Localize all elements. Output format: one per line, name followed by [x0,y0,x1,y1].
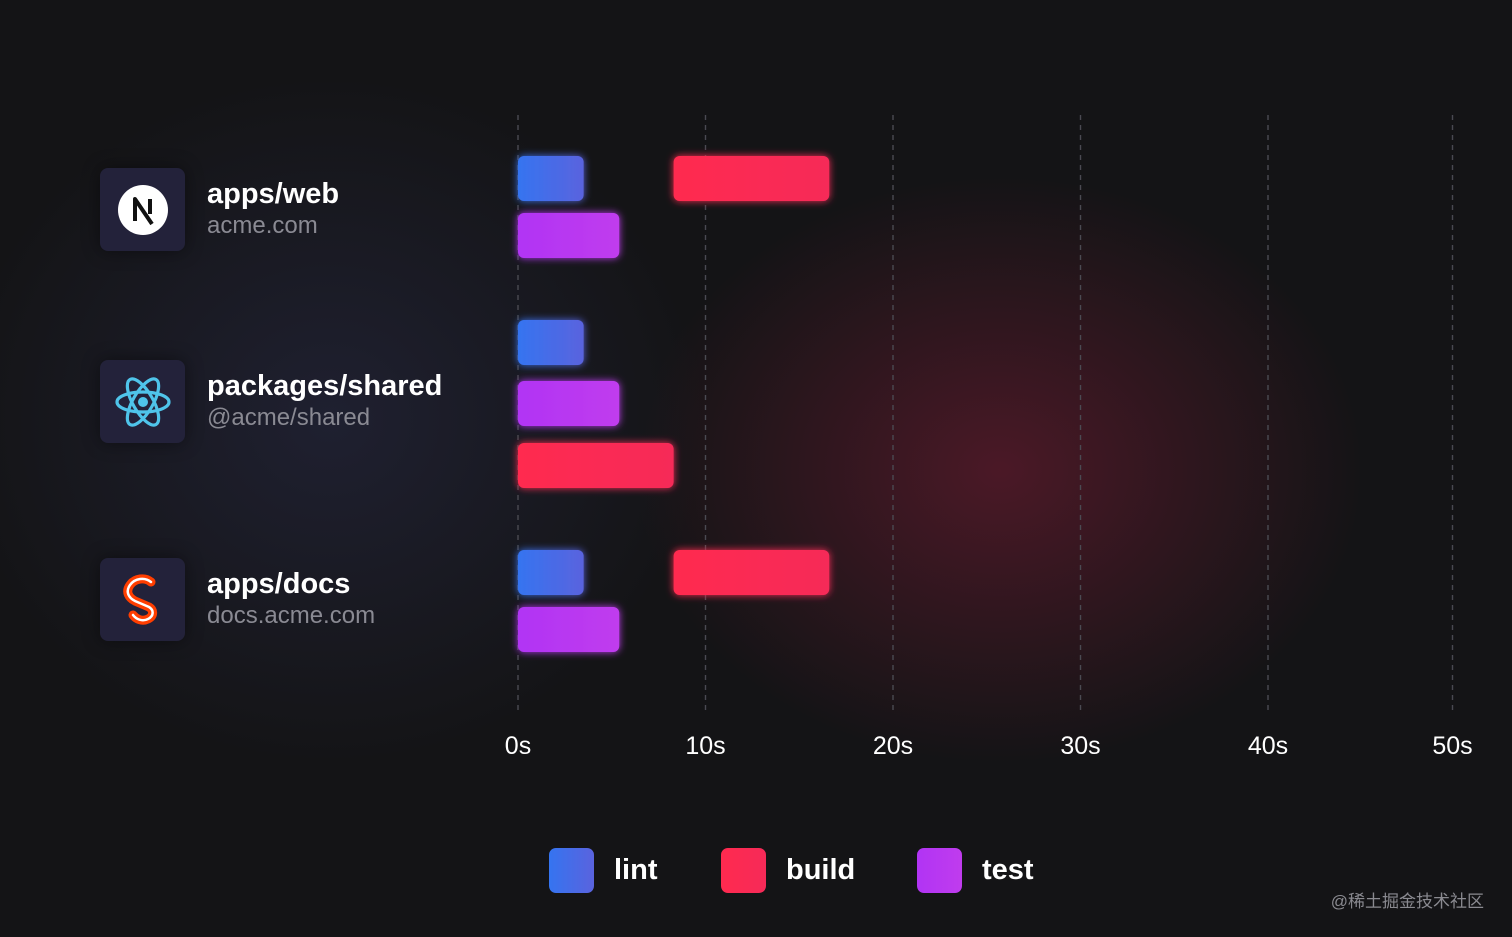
legend-item-test: test [917,848,1034,893]
x-tick-label: 10s [685,732,725,760]
legend-swatch-build [721,848,766,893]
project-domain: docs.acme.com [207,601,376,629]
watermark: @稀土掘金技术社区 [1330,892,1484,911]
bar-lint [518,156,584,201]
chart-legend: lint build test [0,848,1512,896]
legend-item-lint: lint [549,848,658,893]
bar-lint [518,550,584,595]
bar-test [518,607,620,652]
x-tick-label: 30s [1060,732,1100,760]
project-name: packages/shared [207,369,443,402]
project-name: apps/docs [207,567,351,600]
legend-label: lint [614,854,658,886]
bar-build [518,443,674,488]
bar-test [518,381,620,426]
legend-label: build [786,854,856,886]
legend-label: test [982,854,1034,886]
project-package: @acme/shared [207,403,371,431]
project-row-web: apps/web acme.com [100,168,339,251]
bar-build [673,156,830,201]
project-row-docs: apps/docs docs.acme.com [100,558,375,641]
bar-test [518,213,620,258]
project-row-shared: packages/shared @acme/shared [100,360,442,443]
x-tick-label: 50s [1432,732,1472,760]
x-tick-label: 40s [1248,732,1288,760]
nextjs-icon [100,168,185,251]
legend-swatch-lint [549,848,594,893]
project-domain: acme.com [207,211,318,239]
project-name: apps/web [207,177,340,210]
x-tick-label: 20s [873,732,913,760]
x-tick-label: 0s [505,732,531,760]
legend-swatch-test [917,848,962,893]
legend-item-build: build [721,848,855,893]
bar-lint [518,320,584,365]
bar-build [673,550,830,595]
react-icon [100,360,185,443]
svelte-icon [100,558,185,641]
